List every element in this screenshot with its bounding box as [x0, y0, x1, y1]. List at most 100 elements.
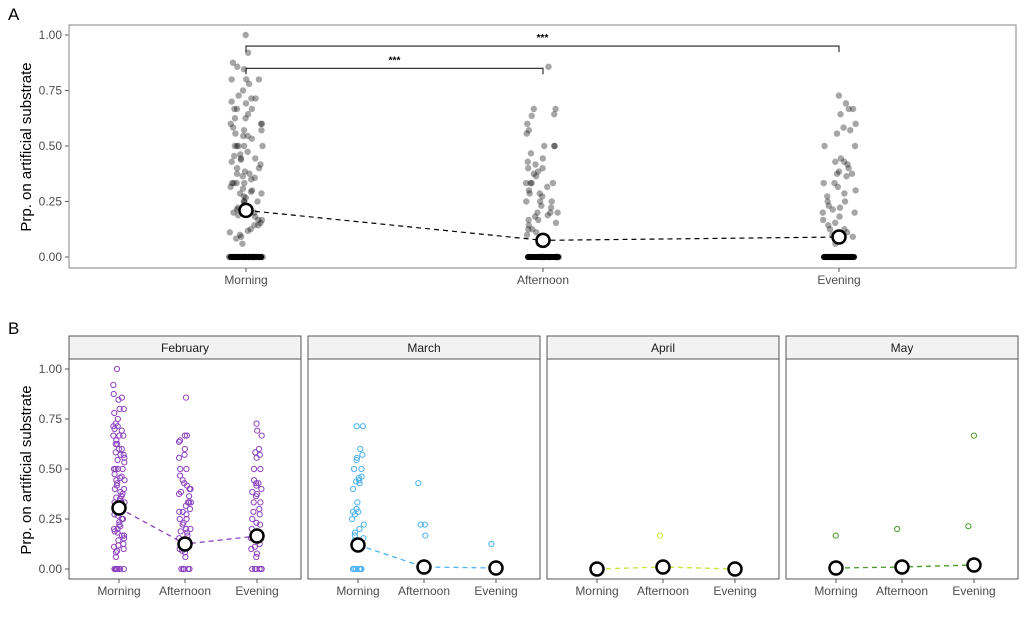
significance-bracket [245, 45, 840, 53]
data-point-a [228, 158, 235, 165]
data-point-b [110, 381, 117, 389]
data-point-b [254, 427, 261, 434]
data-point-b [114, 480, 121, 487]
data-point-a [254, 216, 262, 224]
data-point-b [178, 565, 185, 573]
mean-marker-b [727, 561, 743, 577]
data-point-b [121, 454, 128, 461]
data-point-b [115, 445, 123, 453]
data-point-b [249, 515, 256, 523]
facet-february: February Morning Afternoon Evening [68, 335, 302, 598]
data-point-a [523, 198, 530, 205]
data-point-b [356, 565, 363, 573]
significance-brackets: *** *** [245, 33, 840, 75]
data-point-b [421, 521, 428, 528]
data-point-a [231, 152, 238, 160]
data-point-b [175, 438, 183, 445]
data-point-b [112, 449, 119, 456]
data-point-b [111, 485, 119, 493]
data-point-b [187, 499, 195, 506]
data-point-b [355, 477, 363, 484]
data-point-a [233, 235, 240, 242]
x-tick-label-b: Afternoon [637, 584, 689, 598]
significance-label: *** [389, 55, 401, 66]
data-point-b [250, 508, 257, 515]
data-point-b [354, 499, 361, 506]
data-point-b [183, 525, 190, 533]
data-point-b [181, 432, 188, 439]
data-point-a [840, 124, 847, 131]
data-point-b [177, 488, 185, 496]
data-point-b [187, 525, 194, 533]
data-point-a [523, 130, 530, 137]
data-point-a [526, 190, 533, 197]
data-point-b [417, 521, 424, 528]
data-point-b [183, 432, 191, 439]
data-point-a [541, 142, 548, 150]
y-tick-label-b: 1.00 [39, 362, 63, 376]
data-point-b [250, 499, 257, 506]
data-point-b [353, 454, 361, 461]
data-point-a [257, 219, 264, 227]
data-point-a [525, 127, 532, 134]
data-point-b [176, 515, 183, 523]
data-point-a [835, 168, 843, 175]
data-point-a [231, 115, 239, 122]
x-tick-label-b: Afternoon [159, 584, 211, 598]
y-axis-title-a: Prp. on artificial substrate [18, 62, 35, 231]
data-point-b [253, 519, 260, 526]
data-point-a [244, 148, 251, 155]
data-point-a [525, 187, 533, 194]
data-point-b [182, 502, 189, 509]
data-point-a [820, 179, 827, 187]
y-ticks-a: 0.00 0.25 0.50 0.75 1.00 [39, 28, 69, 264]
x-tick-label-a: Morning [224, 273, 267, 287]
data-point-b [256, 521, 264, 528]
mean-marker-b [966, 557, 982, 573]
x-tick-label-b: Afternoon [398, 584, 450, 598]
data-point-a [847, 127, 854, 134]
data-point-b [112, 549, 120, 556]
data-point-a [534, 209, 541, 216]
data-point-b [120, 405, 127, 413]
data-point-a [244, 227, 252, 235]
data-point-a [243, 76, 250, 83]
data-point-b [119, 465, 126, 473]
x-tick-label-b: Evening [235, 584, 278, 598]
y-ticks-b: 0.00 0.25 0.50 0.75 1.00 [39, 362, 69, 576]
data-point-b [257, 499, 264, 506]
data-point-b [116, 405, 123, 413]
significance-bracket [245, 67, 544, 75]
data-point-b [116, 432, 123, 439]
data-point-a [248, 95, 255, 102]
facet-title: March [407, 341, 440, 355]
data-point-a [242, 100, 250, 107]
data-point-a [240, 132, 247, 140]
y-tick-label-a: 0.75 [39, 84, 63, 98]
data-point-a [551, 111, 558, 118]
data-point-b [177, 437, 184, 444]
data-point-b [179, 521, 186, 528]
data-point-a [551, 142, 558, 150]
mean-marker-b [416, 559, 432, 575]
mean-marker-b [177, 536, 193, 552]
data-point-b [112, 440, 119, 448]
data-point-a [245, 80, 253, 88]
data-point-a [228, 179, 236, 187]
data-point-b [250, 465, 258, 473]
data-point-a [258, 190, 265, 197]
mean-trend-line-b [357, 544, 497, 569]
data-point-a [239, 172, 246, 180]
data-point-a [547, 209, 554, 216]
data-point-b [253, 482, 260, 489]
data-point-b [114, 529, 121, 536]
mean-marker-b [828, 560, 844, 576]
facet-title: February [161, 341, 209, 355]
data-point-a [836, 204, 844, 211]
data-point-a [548, 198, 555, 205]
data-point-a [235, 92, 242, 99]
data-point-a [819, 216, 827, 224]
x-tick-label-a: Evening [817, 273, 860, 287]
data-point-a [852, 187, 859, 194]
